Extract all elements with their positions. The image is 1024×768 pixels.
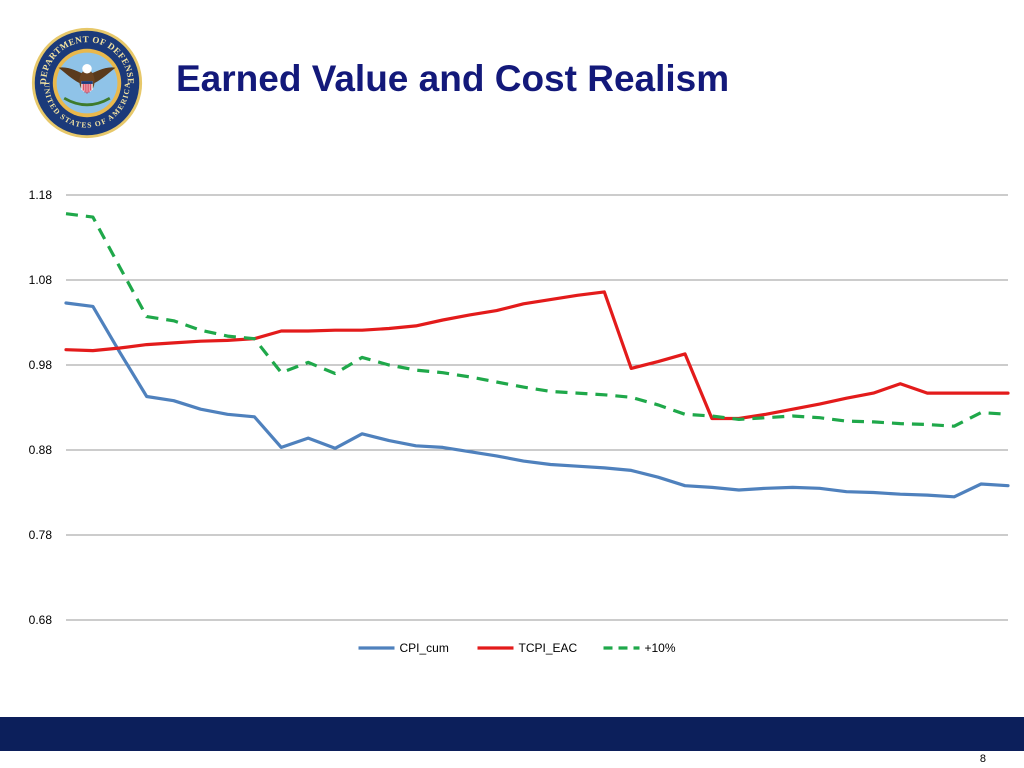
legend-item: CPI_cum [358,641,449,655]
y-tick-label: 0.88 [29,443,53,457]
series-line--10- [65,212,1009,428]
series-line-tcpi-eac [64,290,1010,421]
legend-item: TCPI_EAC [477,641,578,655]
series-line-cpi-cum [64,301,1010,499]
y-tick-label: 1.18 [29,188,53,202]
footer-bar [0,717,1024,751]
legend-label: +10% [645,641,676,655]
slide-title: Earned Value and Cost Realism [176,58,730,99]
legend-item: +10% [603,641,676,655]
page-number: 8 [979,753,986,765]
y-tick-label: 0.68 [29,613,53,627]
y-tick-label: 1.08 [29,273,53,287]
legend-label: TCPI_EAC [519,641,578,655]
y-tick-label: 0.78 [29,528,53,542]
y-tick-label: 0.98 [29,358,53,372]
line-chart: 1.18 1.08 0.98 0.88 0.78 0.68 CPI_cum TCPI_EAC +… [29,188,1010,655]
legend-label: CPI_cum [400,641,449,655]
seal-icon: DEPARTMENT OF DEFENSE UNITED STATES OF A… [31,27,143,139]
